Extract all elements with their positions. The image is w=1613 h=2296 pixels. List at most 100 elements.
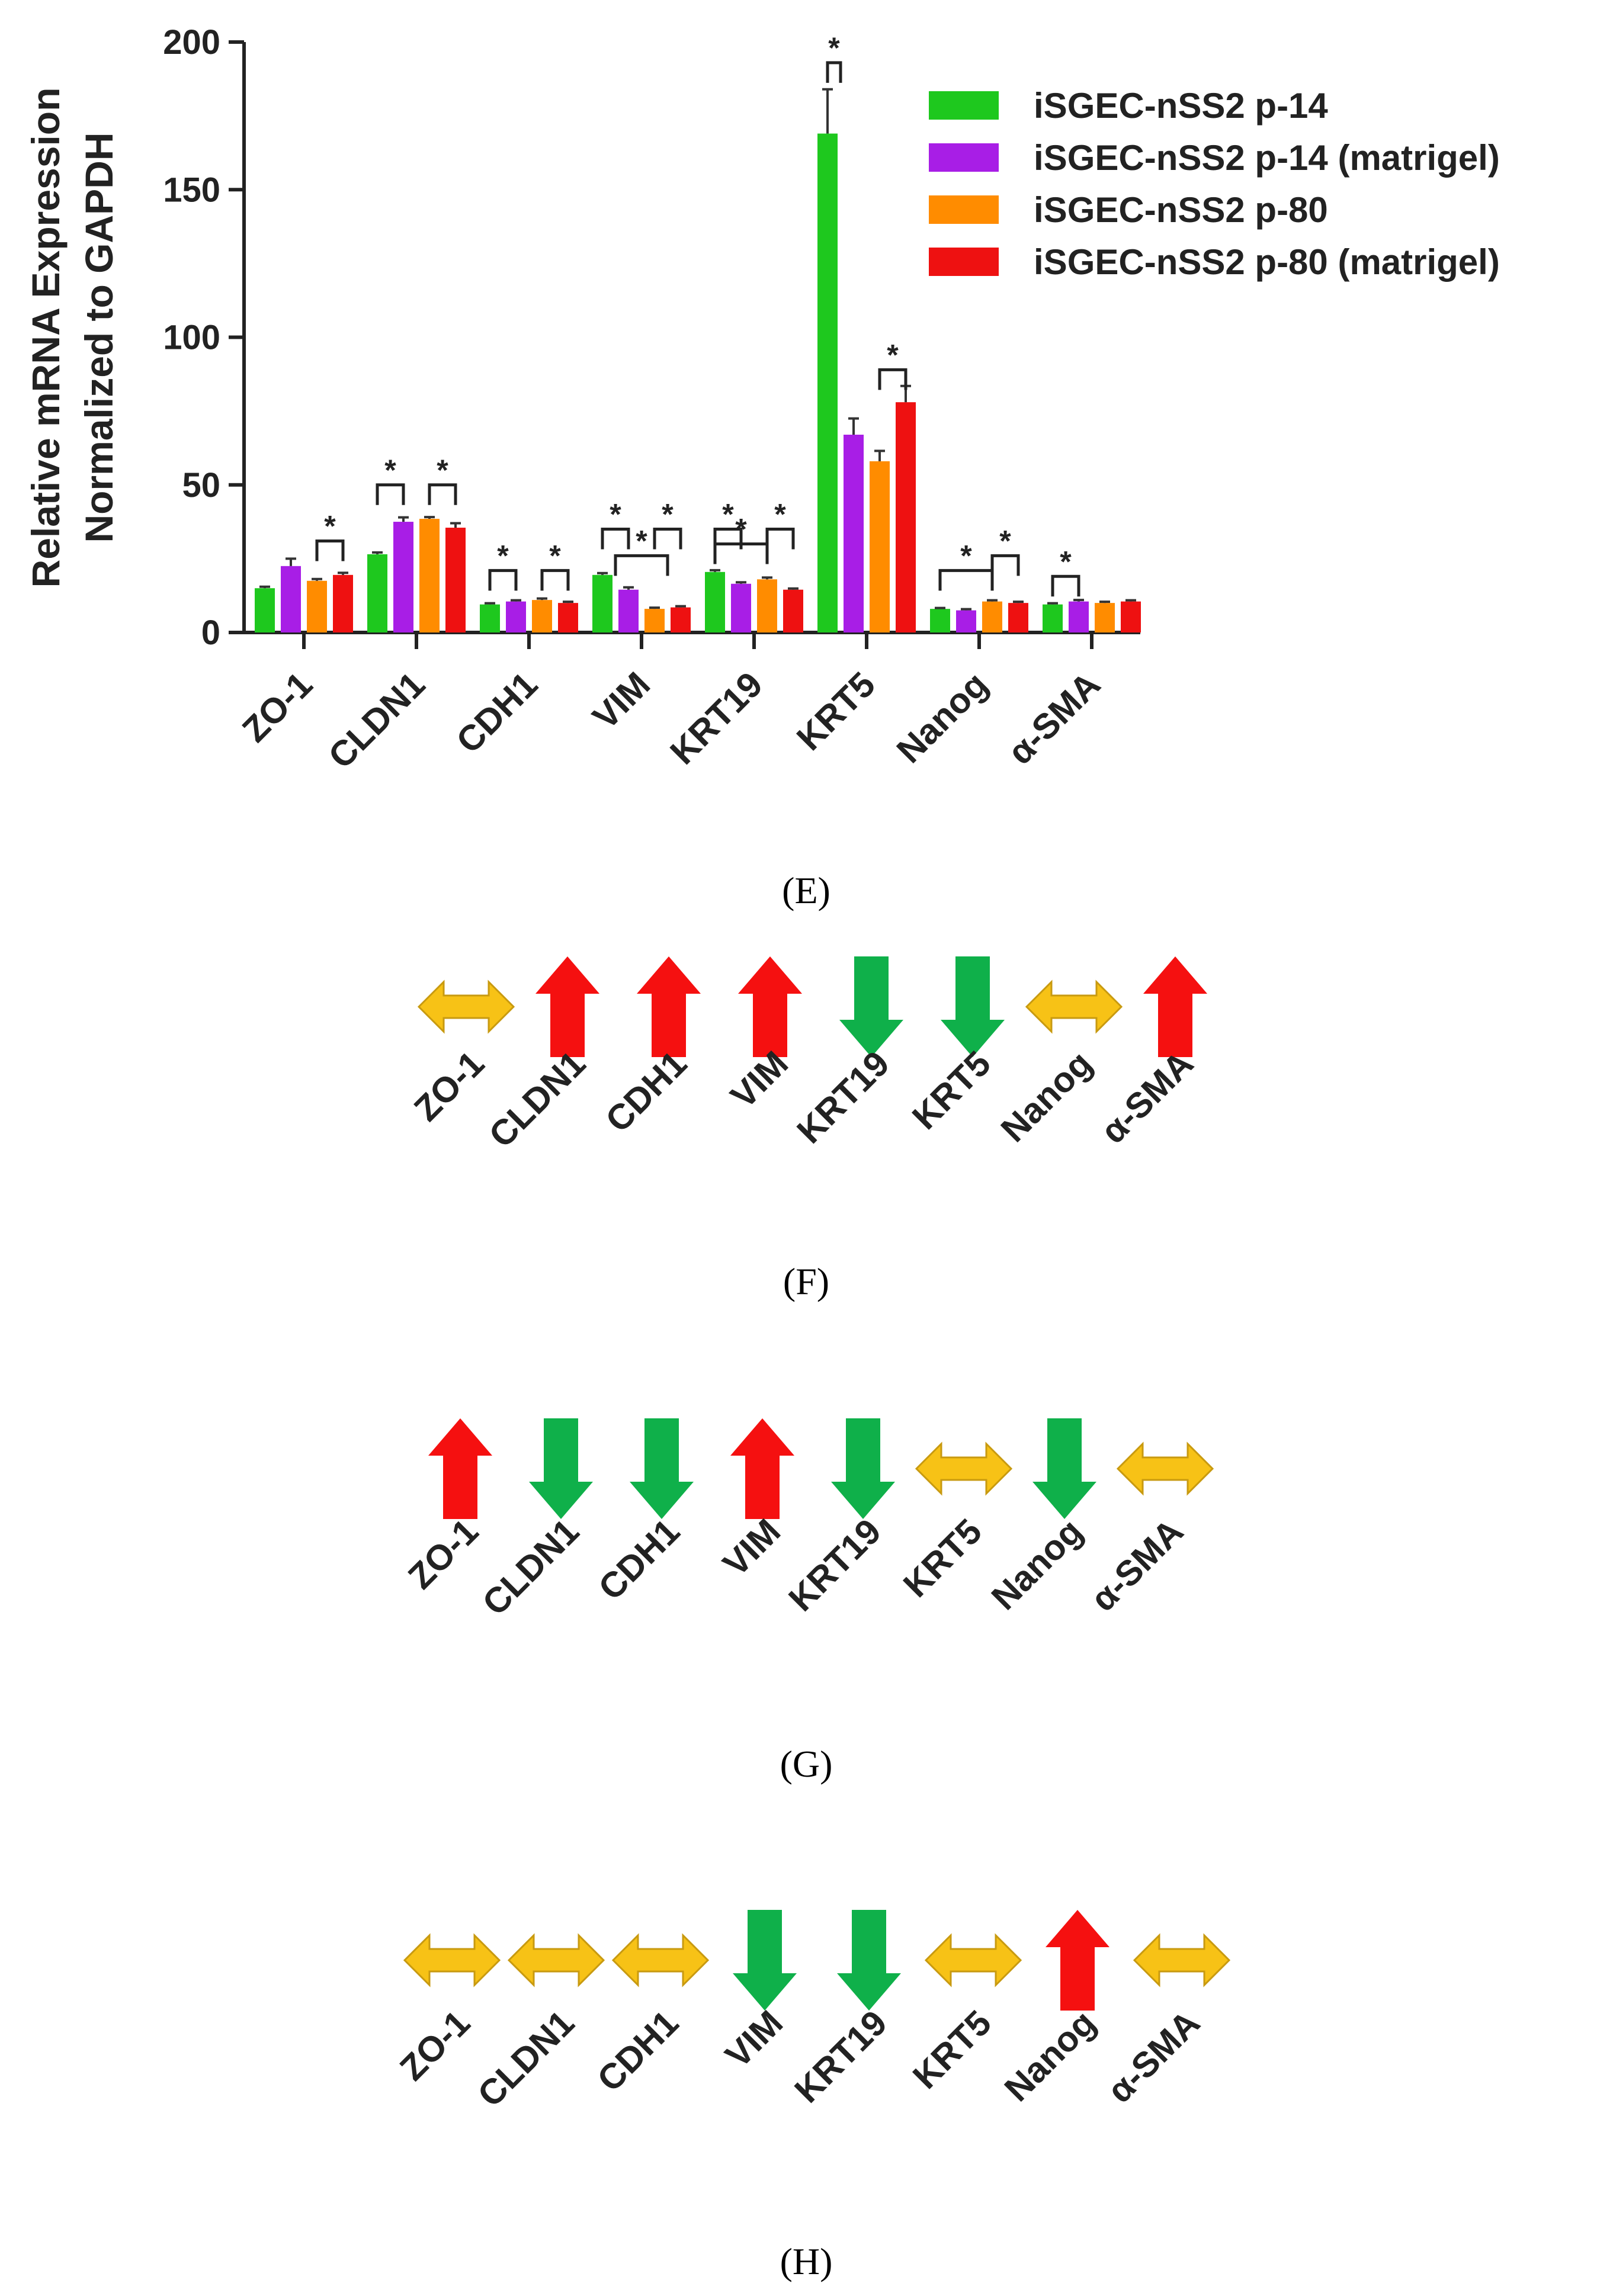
y-axis-label: Relative mRNA Expression bbox=[24, 88, 68, 588]
down-arrow-icon bbox=[1032, 1418, 1096, 1519]
significance-bracket bbox=[826, 61, 842, 83]
gene-label: KRT5 bbox=[896, 1511, 989, 1605]
x-tick-label: Nanog bbox=[889, 664, 995, 770]
significance-bracket bbox=[878, 368, 907, 390]
bar bbox=[1095, 603, 1115, 632]
significance-star: * bbox=[735, 512, 747, 545]
left-right-arrow-icon bbox=[403, 1933, 501, 1987]
bar bbox=[506, 601, 526, 632]
significance-bracket bbox=[614, 554, 669, 576]
significance-star: * bbox=[1060, 545, 1072, 578]
bar bbox=[592, 574, 613, 632]
significance-star: * bbox=[960, 539, 972, 572]
up-arrow-icon bbox=[730, 1418, 794, 1519]
significance-bracket bbox=[653, 528, 682, 550]
panel-label: (G) bbox=[780, 1743, 833, 1785]
bar bbox=[480, 604, 500, 632]
legend-label: iSGEC-nSS2 p-14 (matrigel) bbox=[1034, 138, 1500, 178]
significance-bracket bbox=[990, 554, 1020, 576]
significance-star: * bbox=[887, 338, 899, 371]
legend-swatch bbox=[929, 143, 999, 172]
gene-label: CLDN1 bbox=[474, 1511, 586, 1623]
y-tick-label: 50 bbox=[182, 466, 220, 505]
bar bbox=[956, 610, 976, 632]
left-right-arrow-icon bbox=[1116, 1441, 1214, 1496]
left-right-arrow-icon bbox=[611, 1933, 710, 1987]
bar bbox=[870, 461, 890, 632]
significance-star: * bbox=[828, 31, 840, 65]
bar bbox=[532, 600, 552, 632]
x-tick-label: KRT19 bbox=[662, 664, 770, 772]
significance-star: * bbox=[774, 498, 786, 531]
gene-label: Nanog bbox=[997, 2003, 1103, 2109]
significance-star: * bbox=[384, 454, 396, 487]
bar bbox=[982, 601, 1002, 632]
gene-label: VIM bbox=[717, 2003, 790, 2076]
significance-star: * bbox=[999, 524, 1011, 557]
y-tick-label: 100 bbox=[163, 319, 220, 357]
significance-star: * bbox=[636, 524, 647, 557]
bar bbox=[445, 528, 466, 632]
gene-label: CDH1 bbox=[598, 1043, 694, 1140]
bar bbox=[705, 571, 725, 632]
y-tick-label: 0 bbox=[201, 614, 220, 652]
up-arrow-icon bbox=[637, 956, 701, 1057]
bar-chart: 0 50 100 150 200 Relative mRNA Expression Norm… bbox=[24, 23, 1500, 911]
left-right-arrow-icon bbox=[507, 1933, 605, 1987]
gene-label: CDH1 bbox=[591, 1511, 687, 1608]
up-arrow-icon bbox=[428, 1418, 492, 1519]
significance-bracket bbox=[938, 569, 994, 591]
legend-swatch bbox=[929, 91, 999, 120]
significance-star: * bbox=[324, 509, 336, 542]
down-arrow-icon bbox=[839, 956, 903, 1057]
gene-label: KRT19 bbox=[787, 2003, 894, 2111]
gene-label: KRT5 bbox=[905, 1043, 998, 1137]
bar bbox=[281, 566, 301, 632]
x-tick-label: α-SMA bbox=[1000, 664, 1108, 772]
bar bbox=[896, 402, 916, 632]
significance-star: * bbox=[610, 498, 621, 531]
bar bbox=[618, 589, 639, 632]
x-tick-label: KRT5 bbox=[789, 664, 883, 758]
bar bbox=[367, 554, 387, 632]
significance-bracket bbox=[488, 569, 518, 591]
significance-star: * bbox=[722, 498, 734, 531]
panel-label: (E) bbox=[782, 869, 830, 911]
significance-bracket bbox=[540, 569, 570, 591]
bar bbox=[671, 607, 691, 632]
left-right-arrow-icon bbox=[417, 980, 515, 1034]
significance-bracket bbox=[713, 528, 743, 550]
down-arrow-icon bbox=[941, 956, 1005, 1057]
y-tick-label: 150 bbox=[163, 171, 220, 209]
left-right-arrow-icon bbox=[915, 1441, 1013, 1496]
legend-swatch bbox=[929, 248, 999, 276]
y-axis-label-line2: Normalized to GAPDH bbox=[77, 132, 121, 542]
up-arrow-icon bbox=[1046, 1910, 1109, 2011]
panel-label: (H) bbox=[780, 2240, 833, 2282]
bar bbox=[783, 589, 803, 632]
bar bbox=[844, 435, 864, 632]
gene-label: ZO-1 bbox=[392, 2003, 477, 2088]
bar bbox=[307, 580, 327, 632]
significance-bracket bbox=[765, 528, 795, 550]
bar bbox=[1069, 601, 1089, 632]
gene-label: CLDN1 bbox=[470, 2003, 582, 2115]
bar bbox=[731, 583, 751, 632]
bar bbox=[757, 579, 777, 632]
bar bbox=[558, 603, 578, 632]
gene-label: KRT19 bbox=[781, 1511, 889, 1619]
gene-label: CDH1 bbox=[589, 2003, 686, 2099]
up-arrow-icon bbox=[535, 956, 599, 1057]
down-arrow-icon bbox=[733, 1910, 797, 2011]
gene-label: α-SMA bbox=[1099, 2003, 1207, 2111]
significance-bracket bbox=[601, 528, 630, 550]
significance-star: * bbox=[497, 539, 509, 572]
gene-label: KRT5 bbox=[905, 2003, 999, 2096]
gene-label: ZO-1 bbox=[400, 1511, 486, 1597]
up-arrow-icon bbox=[1143, 956, 1207, 1057]
